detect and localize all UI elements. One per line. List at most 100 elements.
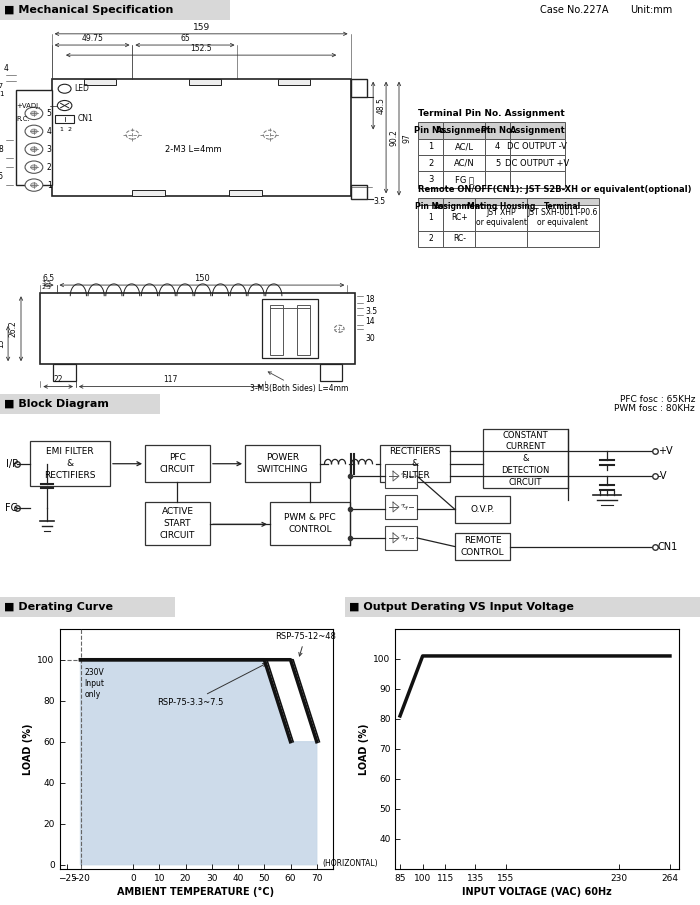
- Bar: [455, 496, 510, 523]
- Text: 26.2: 26.2: [9, 320, 18, 338]
- Text: 65: 65: [180, 33, 190, 43]
- Text: +V: +V: [658, 446, 673, 456]
- Text: 48.5: 48.5: [377, 97, 386, 114]
- Text: 3.5: 3.5: [365, 307, 377, 316]
- Text: 3.5: 3.5: [373, 197, 385, 206]
- Text: Assignment: Assignment: [436, 126, 492, 135]
- Text: EMI FILTER
&
RECTIFIERS: EMI FILTER & RECTIFIERS: [44, 447, 96, 480]
- Bar: [245, 445, 320, 482]
- Text: 22: 22: [53, 376, 63, 385]
- Text: 4: 4: [495, 142, 500, 151]
- Text: RC-: RC-: [453, 234, 466, 243]
- Circle shape: [25, 143, 43, 156]
- Bar: [485, 171, 510, 188]
- X-axis label: INPUT VOLTAGE (VAC) 60Hz: INPUT VOLTAGE (VAC) 60Hz: [463, 887, 612, 897]
- Text: O.V.P.: O.V.P.: [470, 505, 495, 514]
- Bar: [270, 305, 283, 355]
- Text: 2: 2: [67, 127, 71, 132]
- Bar: [510, 171, 565, 188]
- Circle shape: [57, 100, 72, 110]
- Y-axis label: LOAD (%): LOAD (%): [23, 723, 33, 775]
- Bar: [419, 198, 443, 214]
- Circle shape: [25, 107, 43, 119]
- Text: 30: 30: [365, 334, 375, 343]
- Text: 1: 1: [428, 214, 433, 222]
- Bar: [189, 79, 221, 85]
- Text: 14: 14: [365, 317, 375, 326]
- Bar: [16, 90, 52, 186]
- Text: PWM fosc : 80KHz: PWM fosc : 80KHz: [615, 405, 695, 413]
- Text: Case No.227A: Case No.227A: [540, 5, 608, 15]
- Bar: [132, 189, 164, 196]
- Circle shape: [31, 147, 37, 151]
- Bar: [475, 231, 527, 247]
- Bar: [270, 502, 350, 546]
- Bar: [351, 79, 367, 97]
- Bar: [0, 597, 175, 617]
- Bar: [145, 502, 210, 546]
- Text: 4: 4: [47, 127, 52, 136]
- Circle shape: [58, 84, 71, 93]
- Text: 2: 2: [428, 158, 433, 167]
- Text: RC+: RC+: [451, 214, 468, 222]
- Text: 5: 5: [47, 109, 52, 118]
- Bar: [510, 155, 565, 171]
- Bar: [298, 305, 310, 355]
- Text: Terminal: Terminal: [544, 202, 582, 211]
- Text: 49.75: 49.75: [81, 33, 103, 43]
- Text: Mating Housing: Mating Housing: [467, 202, 536, 211]
- Text: Terminal Pin No. Assignment: Terminal Pin No. Assignment: [419, 110, 565, 119]
- Bar: [485, 155, 510, 171]
- Text: RSP-75-12~48: RSP-75-12~48: [274, 633, 335, 656]
- Text: 159: 159: [193, 23, 210, 32]
- Text: 3-M3(Both Sides) L=4mm: 3-M3(Both Sides) L=4mm: [251, 372, 349, 394]
- Circle shape: [25, 161, 43, 174]
- Text: 5.7: 5.7: [0, 83, 4, 90]
- Text: 2-M3 L=4mm: 2-M3 L=4mm: [164, 145, 221, 154]
- Text: Remote ON/OFF(CN1): JST S2B-XH or equivalent(optional): Remote ON/OFF(CN1): JST S2B-XH or equiva…: [419, 186, 692, 195]
- Text: FG ⏚: FG ⏚: [455, 176, 474, 184]
- Bar: [262, 300, 318, 358]
- Bar: [443, 155, 485, 171]
- Text: 2.5: 2.5: [42, 285, 52, 290]
- Bar: [443, 231, 475, 247]
- Bar: [0, 394, 160, 414]
- Text: 3.5: 3.5: [42, 280, 52, 285]
- Circle shape: [31, 165, 37, 169]
- Bar: [510, 122, 565, 138]
- Bar: [483, 429, 568, 489]
- Text: Pin No.: Pin No.: [415, 202, 447, 211]
- Text: AC/N: AC/N: [454, 158, 475, 167]
- Text: 2: 2: [47, 163, 52, 172]
- Text: ■ Mechanical Specification: ■ Mechanical Specification: [4, 5, 174, 15]
- Bar: [419, 155, 443, 171]
- Text: CN1: CN1: [78, 115, 93, 123]
- Text: ■ Block Diagram: ■ Block Diagram: [4, 398, 109, 409]
- X-axis label: AMBIENT TEMPERATURE (°C): AMBIENT TEMPERATURE (°C): [118, 887, 274, 897]
- Bar: [53, 364, 76, 381]
- Bar: [485, 138, 510, 155]
- Circle shape: [31, 129, 37, 134]
- Text: 90.2: 90.2: [389, 129, 398, 146]
- Text: RSP-75-3.3~7.5: RSP-75-3.3~7.5: [158, 663, 266, 707]
- Text: Pin No.: Pin No.: [481, 126, 514, 135]
- Bar: [527, 231, 598, 247]
- Bar: [443, 205, 475, 231]
- Text: -V: -V: [658, 472, 668, 481]
- Bar: [145, 445, 210, 482]
- Text: ACTIVE
START
CIRCUIT: ACTIVE START CIRCUIT: [160, 508, 195, 540]
- Text: LED: LED: [74, 84, 89, 93]
- Bar: [455, 533, 510, 560]
- Text: RECTIFIERS
&
FILTER: RECTIFIERS & FILTER: [389, 447, 441, 480]
- Text: ■ Output Derating VS Input Voltage: ■ Output Derating VS Input Voltage: [349, 602, 574, 613]
- Bar: [485, 122, 510, 138]
- Bar: [0, 0, 230, 20]
- Text: 150: 150: [194, 273, 210, 282]
- Text: 6.5: 6.5: [43, 273, 55, 282]
- Text: 15: 15: [0, 338, 5, 348]
- Text: CONSTANT
CURRENT
&
DETECTION
CIRCUIT: CONSTANT CURRENT & DETECTION CIRCUIT: [501, 431, 550, 487]
- Text: 230V
Input
only: 230V Input only: [85, 668, 104, 700]
- Text: REMOTE
CONTROL: REMOTE CONTROL: [461, 536, 504, 557]
- Bar: [385, 526, 417, 550]
- Text: DC OUTPUT -V: DC OUTPUT -V: [508, 142, 567, 151]
